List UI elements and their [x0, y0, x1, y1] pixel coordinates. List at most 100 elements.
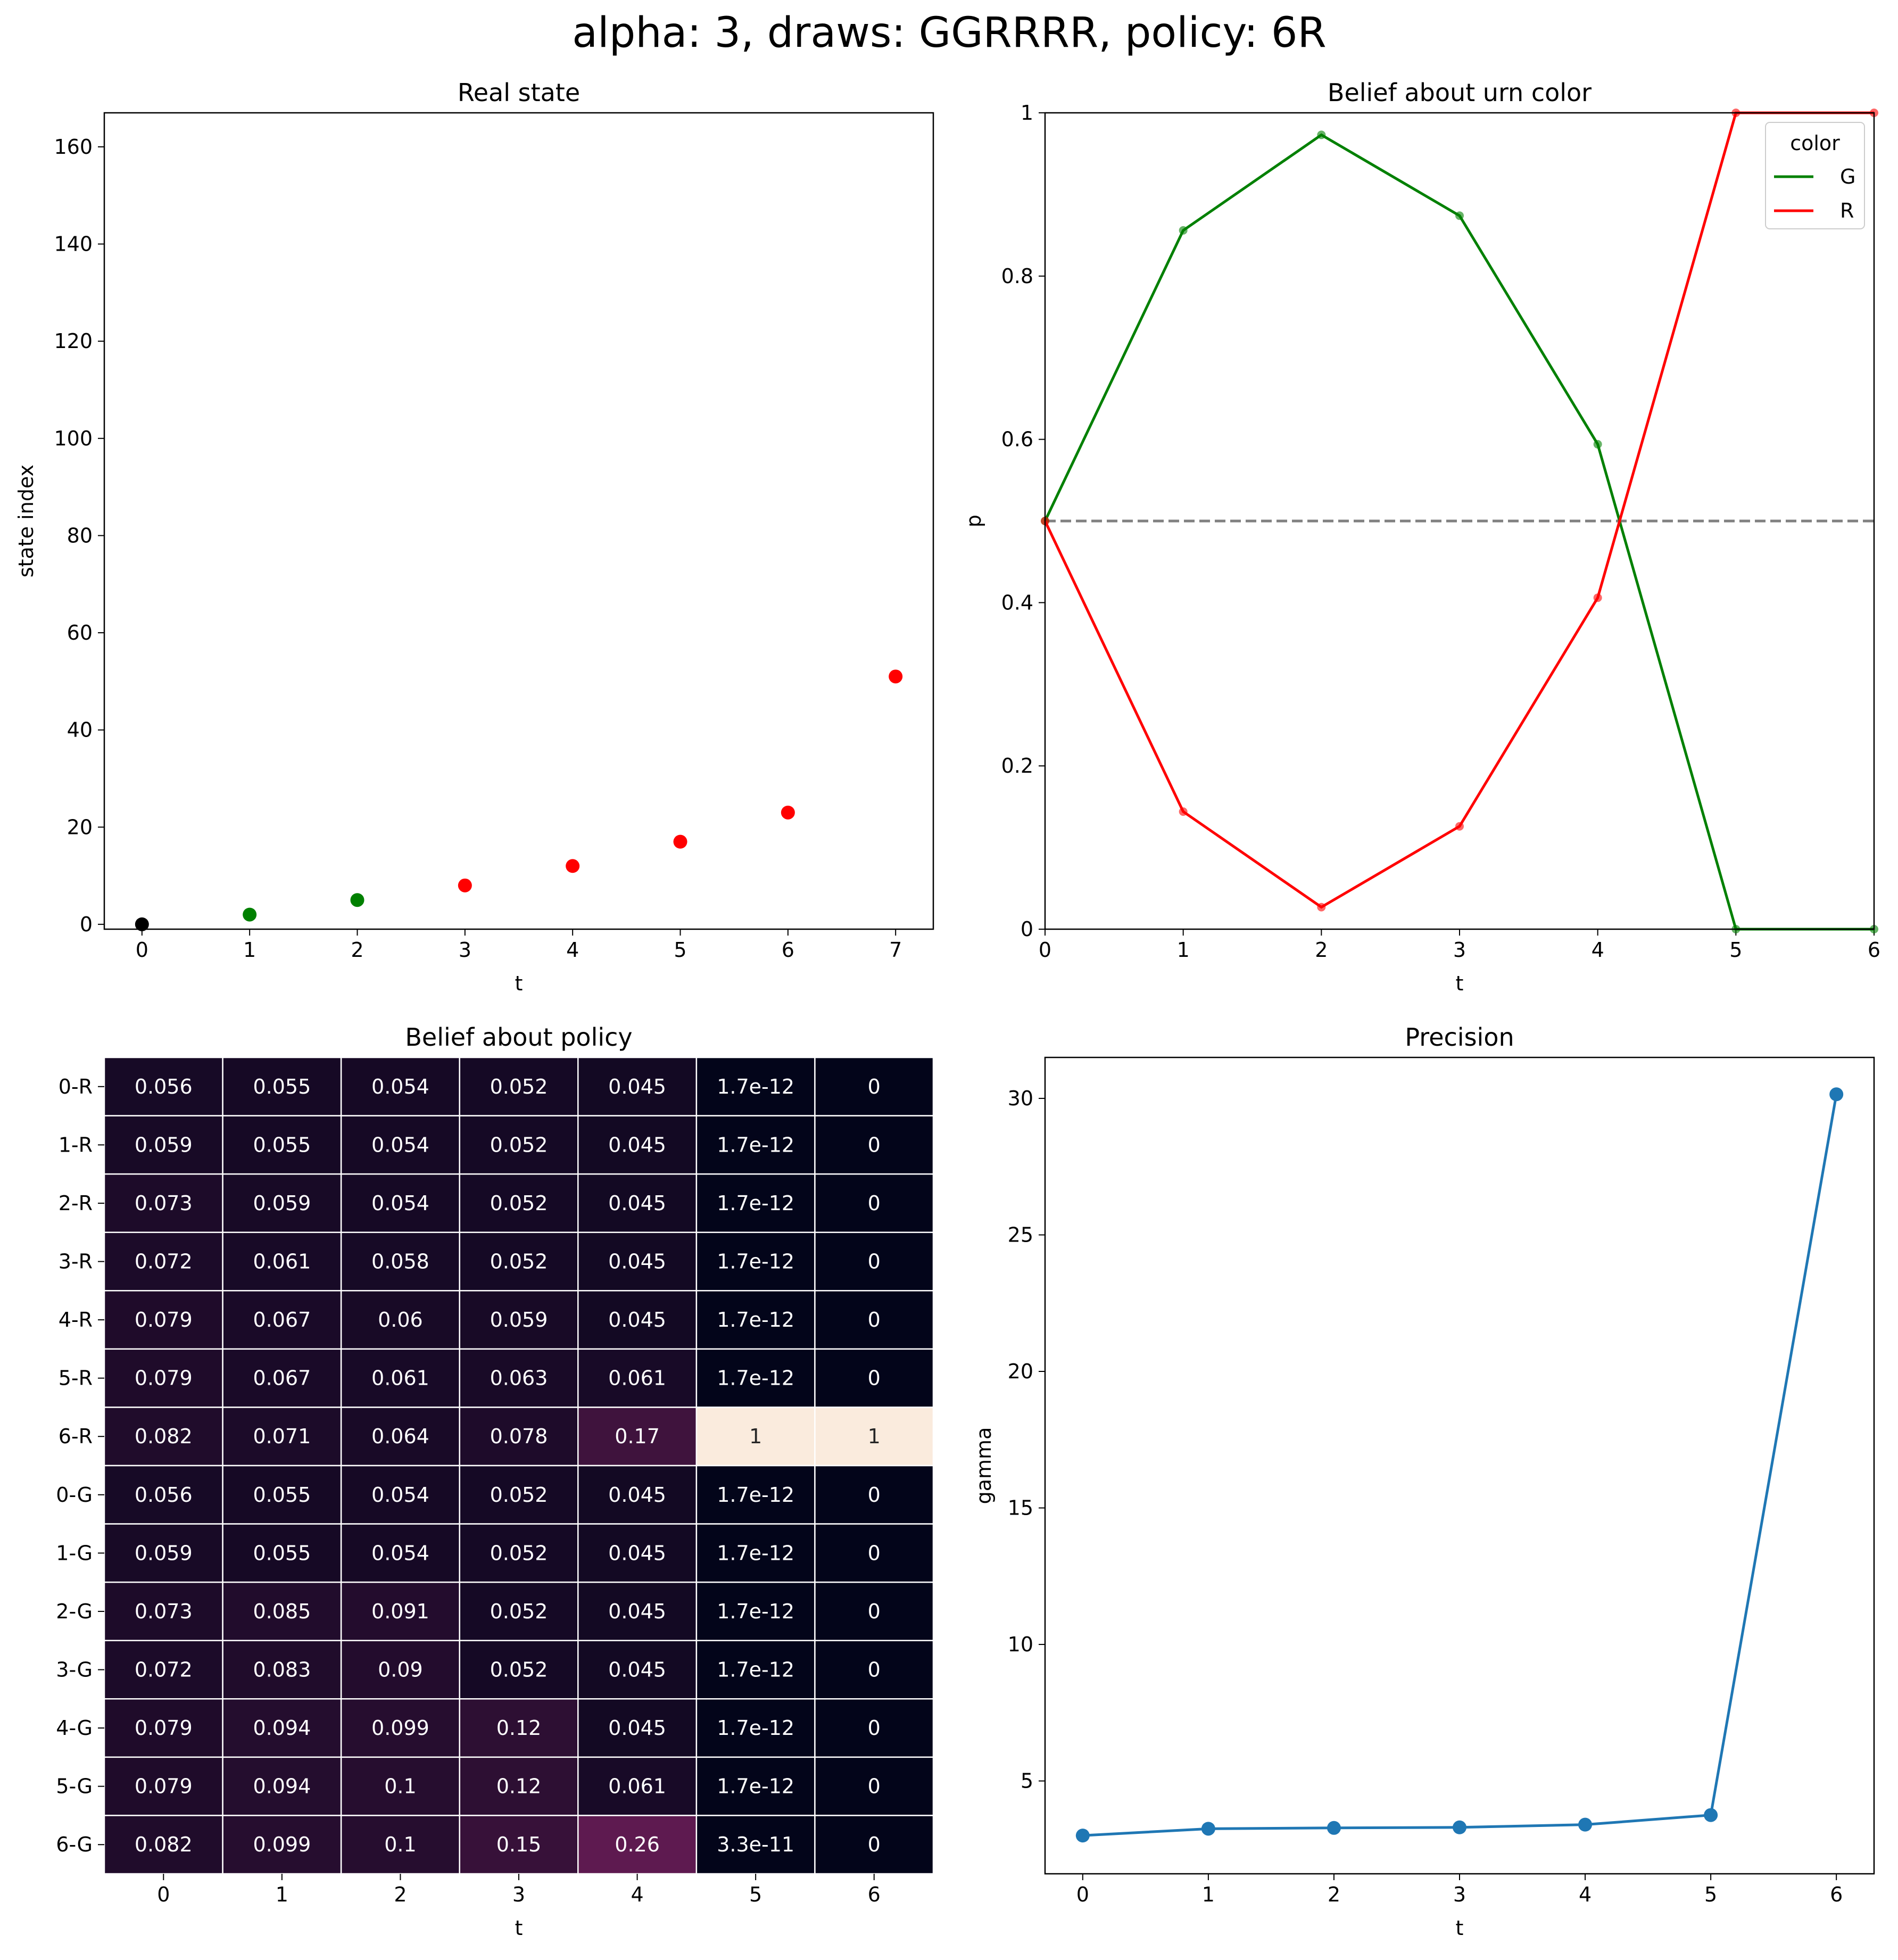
- x-tick-label: 0: [1039, 938, 1051, 962]
- y-tick-label: 40: [67, 718, 93, 742]
- heatmap-cell: [222, 1173, 342, 1233]
- state-point-7: [889, 669, 903, 684]
- heatmap-cell-label: 0: [868, 1541, 881, 1565]
- heatmap-cell: [577, 1465, 698, 1525]
- heatmap-cell-label: 0.045: [608, 1541, 666, 1565]
- heatmap-cell-label: 1.7e-12: [717, 1250, 794, 1273]
- heatmap-cell-label: 0.056: [135, 1075, 193, 1098]
- heatmap-cell: [577, 1173, 698, 1233]
- x-tick-label: 2: [1328, 1883, 1340, 1906]
- heatmap-cell-label: 0.06: [378, 1308, 423, 1332]
- state-point-2: [350, 893, 364, 907]
- x-tick-label: 6: [782, 938, 794, 962]
- x-tick-label: 5: [1729, 938, 1742, 962]
- y-tick-label: 0.4: [1001, 591, 1033, 614]
- gamma-point: [1704, 1808, 1718, 1822]
- policy-heatmap: Belief about policy 0.056 0.055 0.054 0.052 0…: [56, 1023, 934, 1940]
- heatmap-cell-label: 1: [868, 1425, 881, 1448]
- heatmap-cell: [814, 1465, 934, 1525]
- heatmap-cell: [340, 1115, 460, 1175]
- heatmap-cell-label: 0.045: [608, 1658, 666, 1682]
- heatmap-cell-label: 0.054: [371, 1192, 429, 1215]
- heatmap-cell: [577, 1056, 698, 1117]
- y-tick-label: 3-G: [56, 1658, 93, 1682]
- heatmap-cell: [222, 1407, 342, 1467]
- heatmap-cell: [695, 1581, 816, 1641]
- heatmap-cell-label: 0.059: [490, 1308, 548, 1332]
- heatmap-cell-label: 0.052: [490, 1133, 548, 1156]
- heatmap-cell: [577, 1756, 698, 1816]
- heatmap-cell-label: 0.078: [490, 1425, 548, 1448]
- x-tick-label: 0: [1076, 1883, 1089, 1906]
- heatmap-cell: [814, 1581, 934, 1641]
- y-tick-label: 0: [1021, 917, 1033, 941]
- series-point-R: [1317, 903, 1326, 912]
- y-tick-label: 5: [1021, 1769, 1033, 1793]
- heatmap-cell-label: 0.082: [135, 1425, 193, 1448]
- heatmap-cell: [103, 1815, 223, 1875]
- gamma-point: [1829, 1087, 1844, 1102]
- y-tick-label: 140: [54, 233, 93, 256]
- axes-frame: [103, 112, 934, 930]
- series-point-R: [1455, 822, 1464, 831]
- heatmap-cell: [695, 1756, 816, 1816]
- heatmap-cell: [103, 1581, 223, 1641]
- x-axis-label: t: [515, 972, 523, 995]
- y-tick-label: 0.2: [1001, 754, 1033, 778]
- heatmap-cell-label: 1.7e-12: [717, 1075, 794, 1098]
- heatmap-cell: [222, 1756, 342, 1816]
- x-tick-label: 1: [276, 1883, 288, 1906]
- heatmap-cell-label: 0.072: [135, 1250, 193, 1273]
- heatmap-cell: [222, 1698, 342, 1758]
- heatmap-cell: [695, 1640, 816, 1700]
- y-tick-label: 0-R: [59, 1075, 93, 1098]
- y-tick-label: 1-R: [59, 1133, 93, 1156]
- y-tick-label: 80: [67, 524, 93, 547]
- heatmap-cell: [814, 1640, 934, 1700]
- y-tick-label: 30: [1008, 1087, 1033, 1110]
- heatmap-cell-label: 1.7e-12: [717, 1308, 794, 1332]
- y-tick-label: 15: [1008, 1496, 1033, 1520]
- heatmap-cell-label: 0.064: [371, 1425, 429, 1448]
- heatmap-cell-label: 0.067: [253, 1367, 311, 1390]
- heatmap-cell-label: 0.061: [371, 1367, 429, 1390]
- heatmap-cell-label: 0: [868, 1308, 881, 1332]
- legend-box: [1765, 122, 1865, 229]
- heatmap-cell-label: 0.12: [496, 1775, 542, 1798]
- heatmap-cell-label: 0.17: [615, 1425, 660, 1448]
- heatmap-cell: [222, 1465, 342, 1525]
- heatmap-cell: [340, 1173, 460, 1233]
- heatmap-cell-label: 0.079: [135, 1716, 193, 1740]
- heatmap-cell: [695, 1815, 816, 1875]
- real-state-chart: Real state 0 1 2 3 4 5 6 7 0 20 40 60 80 100 120 140 160 t…: [14, 78, 934, 995]
- x-tick-label: 1: [1202, 1883, 1215, 1906]
- heatmap-cell-label: 0.099: [253, 1833, 311, 1856]
- heatmap-cell: [340, 1465, 460, 1525]
- x-axis-label: t: [1456, 1916, 1464, 1940]
- y-tick-label: 4-G: [56, 1716, 93, 1740]
- heatmap-cell-label: 0: [868, 1600, 881, 1623]
- heatmap-cell: [340, 1815, 460, 1875]
- y-tick-label: 25: [1008, 1223, 1033, 1246]
- x-tick-label: 3: [459, 938, 471, 962]
- heatmap-cell-label: 0: [868, 1483, 881, 1507]
- y-tick-label: 2-G: [56, 1600, 93, 1623]
- heatmap-cell-label: 0.063: [490, 1367, 548, 1390]
- heatmap-cell-label: 0.045: [608, 1483, 666, 1507]
- heatmap-cell: [459, 1231, 579, 1292]
- heatmap-cell: [577, 1815, 698, 1875]
- x-tick-label: 4: [631, 1883, 643, 1906]
- heatmap-cell-label: 1.7e-12: [717, 1600, 794, 1623]
- heatmap-cell: [814, 1815, 934, 1875]
- x-tick-label: 3: [1453, 1883, 1466, 1906]
- heatmap-cell-label: 0.052: [490, 1483, 548, 1507]
- heatmap-cell-label: 0.059: [135, 1133, 193, 1156]
- heatmap-cell-label: 0.061: [608, 1775, 666, 1798]
- heatmap-cell: [459, 1056, 579, 1117]
- chart-title: Belief about policy: [405, 1023, 632, 1052]
- heatmap-cell: [103, 1348, 223, 1408]
- heatmap-cell-label: 0.054: [371, 1133, 429, 1156]
- heatmap-cell-label: 1.7e-12: [717, 1192, 794, 1215]
- heatmap-cell: [340, 1523, 460, 1583]
